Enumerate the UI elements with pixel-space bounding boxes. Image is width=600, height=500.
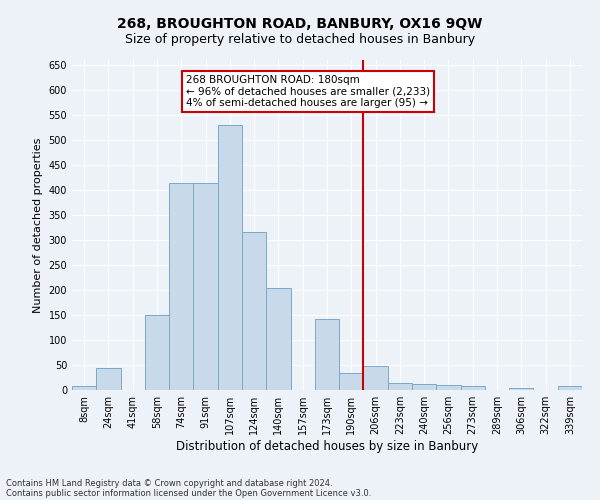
Bar xyxy=(145,315,169,390)
Bar xyxy=(412,384,436,390)
Bar xyxy=(266,288,290,390)
Bar xyxy=(72,386,96,390)
Text: Size of property relative to detached houses in Banbury: Size of property relative to detached ho… xyxy=(125,32,475,46)
Bar xyxy=(364,366,388,390)
X-axis label: Distribution of detached houses by size in Banbury: Distribution of detached houses by size … xyxy=(176,440,478,453)
Bar xyxy=(388,382,412,390)
Text: 268 BROUGHTON ROAD: 180sqm
← 96% of detached houses are smaller (2,233)
4% of se: 268 BROUGHTON ROAD: 180sqm ← 96% of deta… xyxy=(186,75,430,108)
Bar xyxy=(436,385,461,390)
Bar xyxy=(242,232,266,390)
Bar xyxy=(169,182,193,390)
Bar xyxy=(218,125,242,390)
Bar xyxy=(315,318,339,390)
Bar xyxy=(339,372,364,390)
Text: Contains public sector information licensed under the Open Government Licence v3: Contains public sector information licen… xyxy=(6,488,371,498)
Y-axis label: Number of detached properties: Number of detached properties xyxy=(33,138,43,312)
Text: Contains HM Land Registry data © Crown copyright and database right 2024.: Contains HM Land Registry data © Crown c… xyxy=(6,478,332,488)
Bar xyxy=(96,368,121,390)
Bar xyxy=(558,386,582,390)
Bar xyxy=(193,182,218,390)
Bar xyxy=(461,386,485,390)
Bar xyxy=(509,388,533,390)
Text: 268, BROUGHTON ROAD, BANBURY, OX16 9QW: 268, BROUGHTON ROAD, BANBURY, OX16 9QW xyxy=(118,18,482,32)
